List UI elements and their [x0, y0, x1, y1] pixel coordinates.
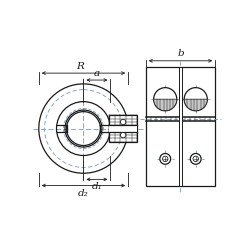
- Circle shape: [154, 88, 177, 111]
- Circle shape: [160, 154, 171, 164]
- Circle shape: [184, 88, 207, 111]
- Bar: [146, 67, 215, 186]
- Circle shape: [190, 154, 201, 164]
- Wedge shape: [154, 99, 177, 111]
- Circle shape: [120, 119, 126, 125]
- Text: d₂: d₂: [78, 188, 89, 198]
- Bar: [109, 116, 137, 142]
- Text: R: R: [76, 62, 84, 71]
- Circle shape: [120, 132, 126, 138]
- Text: a: a: [94, 69, 100, 78]
- Text: d₁: d₁: [92, 182, 102, 192]
- Text: b: b: [177, 50, 184, 58]
- Bar: [178, 67, 182, 186]
- Bar: [109, 125, 137, 132]
- Wedge shape: [184, 99, 207, 111]
